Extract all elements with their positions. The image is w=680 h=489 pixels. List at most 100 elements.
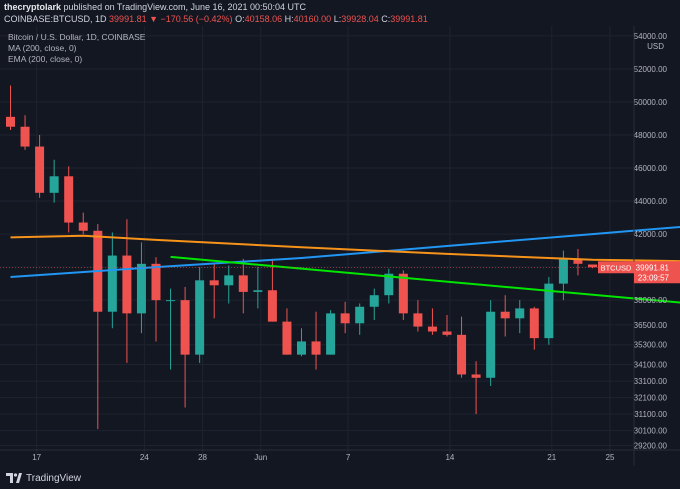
logo-text: TradingView (26, 472, 82, 484)
candle-body (209, 280, 219, 286)
symbol-label: COINBASE:BTCUSD, 1D (4, 14, 107, 24)
candle-body (573, 258, 583, 264)
last-price-symbol-tag (598, 261, 634, 274)
candle-body (558, 258, 568, 284)
candle-body (122, 255, 132, 314)
candle-body (369, 295, 379, 307)
tradingview-logo[interactable]: TradingView (6, 472, 81, 484)
candle-body (486, 311, 496, 378)
candle-body (398, 273, 408, 314)
time-tick-label: 24 (140, 453, 149, 462)
price-tick-label: 50000.00 (634, 98, 668, 107)
candle-body (151, 263, 161, 301)
time-tick-label: Jun (254, 453, 267, 462)
price-change: 39991.81 ▼ −170.56 (−0.42%) (109, 14, 233, 24)
candle-body (238, 275, 248, 292)
candle-body (267, 290, 277, 322)
price-tick-label: 32100.00 (634, 394, 668, 403)
price-tick-label: 46000.00 (634, 164, 668, 173)
time-tick-label: 17 (32, 453, 41, 462)
time-tick-label: 14 (445, 453, 454, 462)
grid (0, 26, 634, 462)
price-tick-label: 29200.00 (634, 441, 668, 450)
price-unit-label: USD (647, 42, 664, 51)
time-tick-label: 21 (547, 453, 556, 462)
candle-body (413, 313, 423, 327)
price-tick-label: 36500.00 (634, 321, 668, 330)
indicator-lines (0, 225, 680, 304)
last-price-value: 39991.81 (636, 263, 670, 272)
high-label: H: (284, 14, 294, 24)
candle-body (355, 306, 365, 324)
candle-body (64, 176, 74, 223)
candle-body (515, 308, 525, 319)
publish-date: published on TradingView.com, June 16, 2… (63, 2, 307, 12)
high-value: 40160.00 (293, 14, 332, 24)
candle-body (107, 255, 117, 312)
candle-body (588, 264, 597, 268)
candle-body (195, 280, 205, 355)
countdown-timer: 23:09:57 (638, 273, 670, 282)
candle-body (529, 308, 539, 339)
footer: TradingView (0, 466, 680, 489)
candle-body (471, 374, 481, 378)
candle-body (544, 283, 554, 339)
open-value: 40158.06 (244, 14, 283, 24)
candle-body (49, 176, 59, 193)
candle-body (35, 146, 45, 193)
candles (6, 85, 597, 429)
price-tick-label: 48000.00 (634, 131, 668, 140)
candle-body (6, 116, 15, 127)
chart-header: thecryptolark published on TradingView.c… (0, 0, 680, 26)
candle-body (180, 300, 190, 355)
tradingview-logo-icon (6, 473, 22, 483)
low-value: 39928.04 (341, 14, 379, 24)
price-tick-label: 52000.00 (634, 65, 668, 74)
price-tick-label: 30100.00 (634, 427, 668, 436)
last-price-tag (634, 261, 680, 284)
author-name[interactable]: thecryptolark (4, 2, 62, 12)
ma-200-line (10, 225, 680, 278)
trendline (170, 255, 680, 304)
candle-body (442, 331, 452, 335)
time-tick-label: 28 (198, 453, 207, 462)
open-label: O: (235, 14, 245, 24)
low-label: L: (333, 14, 342, 24)
ema-200-line (10, 234, 680, 263)
candle-body (20, 126, 30, 147)
price-tick-label: 44000.00 (634, 197, 668, 206)
candle-body (311, 341, 321, 355)
candle-body (253, 290, 263, 292)
candle-body (282, 321, 292, 355)
price-tick-label: 38000.00 (634, 296, 668, 305)
price-tick-label: 31100.00 (634, 410, 667, 419)
candle-body (78, 222, 88, 231)
ohlc-line: COINBASE:BTCUSD, 1D 39991.81 ▼ −170.56 (… (4, 13, 428, 25)
price-tick-label: 33100.00 (634, 377, 668, 386)
candle-body (297, 341, 306, 355)
legend: Bitcoin / U.S. Dollar, 1D, COINBASE MA (… (8, 32, 146, 64)
legend-ma: MA (200, close, 0) (8, 43, 77, 53)
price-tick-label: 35300.00 (634, 341, 668, 350)
legend-title: Bitcoin / U.S. Dollar, 1D, COINBASE (8, 32, 146, 42)
publish-info: thecryptolark published on TradingView.c… (4, 1, 306, 13)
time-tick-label: 25 (606, 453, 615, 462)
candle-body (326, 313, 336, 355)
candle-body (384, 273, 394, 296)
price-axis[interactable]: 54000.00 52000.00 50000.00 48000.00 46000.00… (598, 26, 680, 466)
price-tick-label: 34100.00 (634, 361, 668, 370)
legend-ema: EMA (200, close, 0) (8, 54, 82, 64)
price-tick-label: 42000.00 (634, 230, 668, 239)
price-tick-label: 54000.00 (634, 32, 668, 41)
chart-canvas[interactable]: 54000.00 52000.00 50000.00 48000.00 46000.00… (0, 26, 680, 466)
candle-body (136, 263, 146, 314)
candle-body (457, 334, 467, 375)
close-value: 39991.81 (390, 14, 428, 24)
candle-body (427, 326, 437, 332)
close-label: C: (381, 14, 391, 24)
time-axis[interactable]: 17 24 28 Jun 7 14 21 25 (0, 449, 680, 462)
candle-body (500, 311, 510, 319)
candle-body (224, 275, 234, 286)
candle-body (340, 313, 350, 324)
candle-body (166, 300, 176, 302)
